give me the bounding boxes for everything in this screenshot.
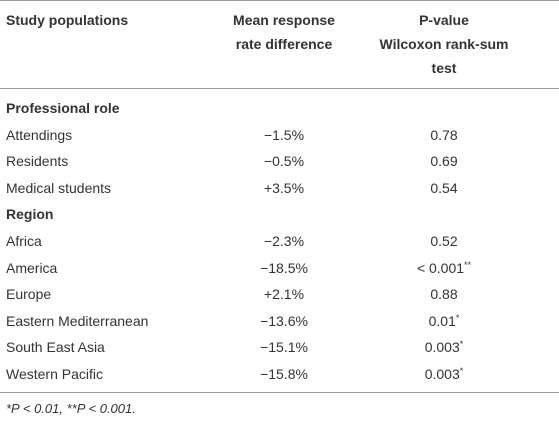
significance-note: ** [464,259,472,270]
p-value-cell: 0.88 [430,285,457,303]
population: Europe [6,286,52,303]
p-value-cell: 0.52 [430,232,457,250]
population: America [6,259,58,276]
significance-note: * [459,366,464,376]
header-cell: P-value [419,12,469,28]
p-value-cell: 0.003* [425,365,464,383]
difference: +2.1% [263,286,305,303]
difference: −18.5% [260,259,308,276]
population: Attendings [6,126,73,143]
p-value: 0.78 [430,126,458,143]
header-cell: Mean response [233,12,335,28]
population: Eastern Mediterranean [6,312,149,329]
significance-note: * [455,312,460,323]
population: Medical students [6,179,112,196]
difference: −1.5% [263,126,305,143]
p-value-cell: 0.54 [430,179,457,197]
p-value: 0.01 [428,312,456,329]
difference: −0.5% [263,153,305,170]
p-value-cell: 0.01* [429,312,460,330]
p-value: 0.52 [430,233,458,249]
p-value: 0.54 [430,179,458,196]
p-value: 0.69 [430,153,458,170]
p-value: 0.003 [424,366,460,382]
population: Western Pacific [6,366,103,382]
p-value-cell: < 0.001** [417,259,471,277]
p-value-cell: 0.69 [430,152,457,170]
section-title: Region [6,206,54,223]
population: South East Asia [6,339,105,356]
population: Africa [6,233,42,249]
p-value-cell: 0.003* [425,338,464,356]
header-cell: Wilcoxon rank-sum [379,36,509,52]
top-rule [0,0,559,1]
header-cell: test [431,60,457,76]
p-value-cell: 0.78 [430,126,457,144]
footnote: *P < 0.01, **P < 0.001. [6,401,136,416]
section-title: Professional role [6,100,120,116]
bottom-rule [0,392,559,393]
difference: −15.1% [260,339,308,356]
header-cell: Study populations [6,12,129,28]
significance-note: * [459,339,464,350]
difference: +3.5% [263,179,305,196]
difference: −2.3% [263,233,305,249]
header-rule [0,88,559,89]
header-cell: rate difference [235,36,333,52]
difference: −13.6% [260,312,308,329]
population: Residents [6,153,69,170]
p-value: < 0.001 [416,259,465,276]
difference: −15.8% [260,366,308,382]
p-value: 0.88 [430,286,458,303]
p-value: 0.003 [424,339,460,356]
